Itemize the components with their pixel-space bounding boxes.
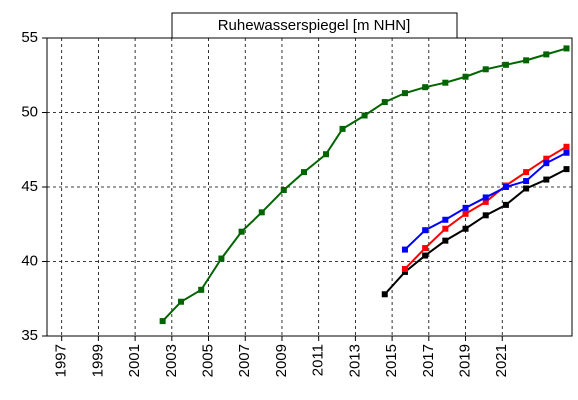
- marker: [543, 51, 550, 58]
- y-tick-label: 50: [21, 103, 38, 120]
- marker: [422, 84, 429, 91]
- x-tick-label: 2005: [200, 344, 217, 377]
- marker: [159, 318, 166, 325]
- x-tick-label: 2017: [420, 344, 437, 377]
- marker: [543, 160, 550, 167]
- x-tick-label: 2009: [273, 344, 290, 377]
- marker: [482, 212, 489, 219]
- marker: [563, 149, 570, 156]
- marker: [339, 125, 346, 132]
- marker: [462, 73, 469, 80]
- marker: [462, 210, 469, 217]
- title-box: [171, 12, 458, 39]
- marker: [381, 99, 388, 106]
- marker: [178, 298, 185, 305]
- marker: [442, 225, 449, 232]
- marker: [422, 245, 429, 252]
- x-tick-label: 1997: [53, 344, 70, 377]
- marker: [238, 228, 245, 235]
- chart-title: Ruhewasserspiegel [m NHN]: [218, 17, 411, 34]
- marker: [198, 286, 205, 293]
- x-tick-label: 2001: [126, 344, 143, 377]
- y-tick-label: 45: [21, 178, 38, 195]
- marker: [258, 209, 265, 216]
- marker: [442, 216, 449, 223]
- x-tick-label: 2021: [493, 344, 510, 377]
- marker: [502, 61, 509, 68]
- marker: [401, 265, 408, 272]
- marker: [462, 204, 469, 211]
- marker: [401, 90, 408, 97]
- marker: [401, 246, 408, 253]
- marker: [523, 169, 530, 176]
- y-tick-label: 55: [21, 29, 38, 46]
- x-tick-label: 2015: [383, 344, 400, 377]
- x-tick-label: 1999: [89, 344, 106, 377]
- marker: [523, 178, 530, 185]
- plot-frame: [46, 37, 573, 337]
- marker: [442, 79, 449, 86]
- x-tick-label: 2007: [236, 344, 253, 377]
- x-tick-label: 2003: [163, 344, 180, 377]
- y-tick-label: 35: [21, 327, 38, 344]
- marker: [543, 155, 550, 162]
- marker: [323, 151, 330, 158]
- marker: [523, 57, 530, 64]
- marker: [442, 237, 449, 244]
- x-tick-label: 2011: [310, 344, 327, 376]
- marker: [563, 45, 570, 52]
- marker: [482, 66, 489, 73]
- marker: [543, 176, 550, 183]
- marker: [218, 255, 225, 262]
- y-tick-label: 40: [21, 252, 38, 269]
- marker: [482, 194, 489, 201]
- marker: [523, 185, 530, 192]
- marker: [563, 166, 570, 173]
- marker: [361, 112, 368, 119]
- marker: [563, 143, 570, 150]
- marker: [381, 291, 388, 298]
- series-line: [384, 168, 567, 295]
- marker: [422, 252, 429, 259]
- marker: [502, 184, 509, 190]
- marker: [462, 225, 469, 232]
- marker: [280, 186, 287, 193]
- x-tick-label: 2013: [346, 344, 363, 377]
- marker: [422, 227, 429, 234]
- marker: [482, 198, 489, 205]
- marker: [502, 201, 509, 208]
- x-tick-label: 2019: [457, 344, 474, 377]
- marker: [300, 169, 307, 176]
